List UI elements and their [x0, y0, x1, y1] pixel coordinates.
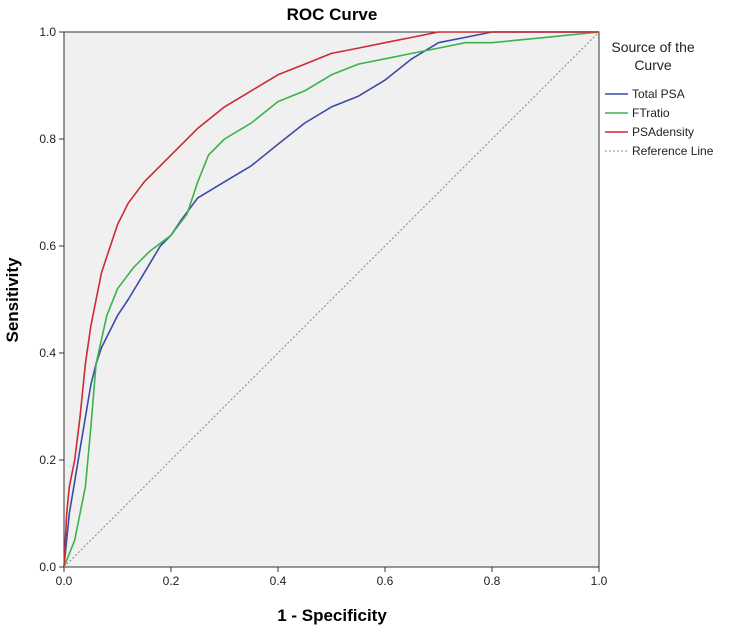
legend-title-line-1: Source of the [611, 39, 694, 55]
series-line-psadensity [63, 31, 599, 568]
y-tick-label: 0.8 [39, 132, 56, 146]
y-axis-title: Sensitivity [3, 257, 22, 343]
ticks-layer: 0.00.0 0.2 0.2 0.4 0.4 0.6 0.6 0.8 0.8 1.0 1.0 [39, 25, 607, 588]
x-tick-label: 0.4 [270, 574, 287, 588]
plot-area [63, 31, 600, 568]
legend-label-total-psa: Total PSA [632, 87, 685, 101]
series-layer [63, 31, 600, 568]
series-line-ftratio [63, 31, 600, 568]
x-tick-label: 0.2 [163, 574, 180, 588]
legend-label-reference-line: Reference Line [632, 144, 714, 158]
legend-label-psadensity: PSAdensity [632, 125, 694, 139]
y-tick-label: 0.4 [39, 346, 56, 360]
series-line-total-psa [63, 31, 599, 568]
x-axis-title: 1 - Specificity [277, 606, 387, 625]
legend: Source of the Curve Total PSA FTratio PSAd… [605, 39, 714, 158]
y-tick-label: 1.0 [39, 25, 56, 39]
y-tick-label: 0.2 [39, 453, 56, 467]
x-tick-label: 0.8 [484, 574, 501, 588]
chart-title: ROC Curve [287, 5, 378, 24]
x-tick-label: 1.0 [591, 574, 608, 588]
x-tick-label: 0.0 [56, 574, 73, 588]
legend-label-ftratio: FTratio [632, 106, 670, 120]
y-tick-label: 0.6 [39, 239, 56, 253]
y-tick-label: 0.0 [39, 560, 56, 574]
legend-title-line-2: Curve [634, 57, 672, 73]
x-tick-label: 0.6 [377, 574, 394, 588]
